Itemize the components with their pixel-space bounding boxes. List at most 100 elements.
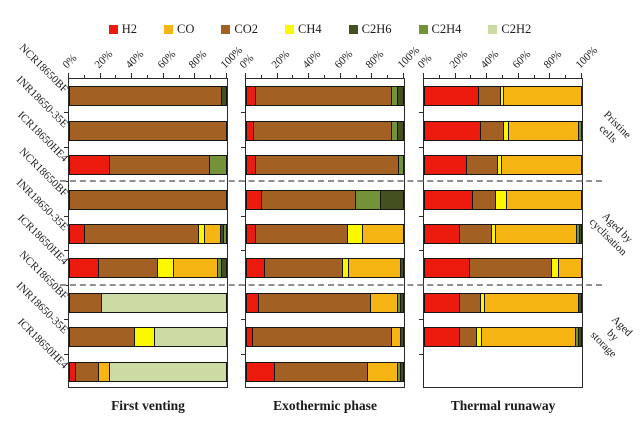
group-label-1: Aged by cyclisation <box>586 210 635 259</box>
x-major-tick <box>339 73 341 78</box>
bar-NCR18650BF <box>246 189 404 210</box>
bar-segment-C2H4 <box>390 121 397 140</box>
bar-segment-CO2 <box>251 328 391 347</box>
bar-segment-CO2 <box>465 156 497 175</box>
legend-label-C2H2: C2H2 <box>501 22 532 36</box>
bar-segment-H2 <box>70 156 109 175</box>
legend-swatch-C2H6-icon <box>348 25 358 34</box>
legend-label-CH4: CH4 <box>298 22 322 36</box>
bar-INR18650-35E <box>69 120 227 141</box>
bar-segment-CO2 <box>70 293 102 312</box>
group-label-0: Pristine cells <box>596 108 634 146</box>
bar-segment-C2H6 <box>577 328 581 347</box>
bar-ICR18650HE4 <box>424 258 582 279</box>
legend-swatch-CO-icon <box>164 25 174 34</box>
x-minor-tick <box>355 75 357 78</box>
bar-segment-CH4 <box>499 87 503 106</box>
bar-segment-CO2 <box>98 259 158 278</box>
panel-title: Thermal runaway <box>450 398 556 413</box>
bar-segment-H2 <box>425 293 460 312</box>
bar-segment-CO <box>367 362 397 381</box>
bar-segment-CO2 <box>459 293 480 312</box>
x-minor-tick <box>502 75 503 78</box>
bar-ICR18650HE4 <box>69 361 227 382</box>
bar-segment-CO <box>502 87 581 106</box>
bar-segment-CH4 <box>157 259 173 278</box>
bar-segment-C2H6 <box>577 293 581 312</box>
x-tick-label: 20% <box>92 48 115 71</box>
bar-NCR18650BF <box>246 86 404 107</box>
bar-NCR18650BF <box>246 292 404 313</box>
bar-segment-CO <box>348 259 400 278</box>
x-tick-label: 100% <box>573 44 601 71</box>
bar-segment-CO2 <box>479 121 503 140</box>
bar-segment-CO2 <box>254 87 391 106</box>
bar-segment-H2 <box>247 87 255 106</box>
x-tick-label: 40% <box>478 48 502 71</box>
y-tick <box>64 216 68 217</box>
legend-item-CO2: CO2 <box>221 22 258 37</box>
legend-item-C2H4: C2H4 <box>418 22 462 37</box>
x-minor-tick <box>324 75 325 78</box>
bar-segment-C2H6 <box>396 121 403 140</box>
x-minor-tick <box>438 75 440 78</box>
legend-swatch-CH4-icon <box>285 25 295 34</box>
panel-exothermic-phase: 0% 20% 40% 60% 80% 100% <box>238 44 422 388</box>
x-major-tick <box>245 73 246 78</box>
x-minor-tick <box>115 75 117 78</box>
y-tick <box>419 354 423 355</box>
bar-ICR18650HE4 <box>424 155 582 176</box>
x-major-tick <box>131 73 133 78</box>
bar-segment-CO2 <box>273 362 368 381</box>
legend-label-C2H4: C2H4 <box>431 22 462 36</box>
bar-segment-CO2 <box>109 156 209 175</box>
bar-segment-CH4 <box>496 156 502 175</box>
bar-segment-H2 <box>425 190 472 209</box>
bar-segment-C2H4 <box>574 328 578 347</box>
bar-segment-CO <box>557 259 581 278</box>
legend-label-C2H6: C2H6 <box>361 22 392 36</box>
bar-segment-CO <box>507 121 578 140</box>
x-tick-label: 20% <box>269 48 292 71</box>
y-tick <box>241 147 245 148</box>
x-major-tick <box>226 73 227 78</box>
x-tick-label: 80% <box>186 48 210 71</box>
bar-segment-CO2 <box>264 259 343 278</box>
bar-segment-CO2 <box>468 259 552 278</box>
legend-swatch-H2-icon <box>108 25 118 34</box>
bar-segment-H2 <box>70 259 99 278</box>
y-tick <box>64 147 68 148</box>
bar-NCR18650BF <box>424 86 582 107</box>
y-tick <box>241 319 245 320</box>
bar-segment-C2H4 <box>576 225 580 243</box>
bar-ICR18650HE4 <box>246 258 404 279</box>
bar-segment-CO <box>390 328 400 347</box>
x-minor-tick <box>470 75 472 78</box>
bar-NCR18650BF <box>69 86 227 107</box>
y-tick <box>419 112 423 113</box>
group-separator <box>60 180 602 183</box>
bar-segment-C2H4 <box>396 362 400 381</box>
bar-segment-CO2 <box>478 87 500 106</box>
x-major-tick <box>423 73 424 78</box>
bar-segment-H2 <box>425 259 469 278</box>
bar-INR18650-35E <box>424 327 582 348</box>
bar-segment-H2 <box>247 259 265 278</box>
bar-segment-H2 <box>425 121 480 140</box>
bar-segment-C2H6 <box>221 87 226 106</box>
y-tick <box>241 354 245 355</box>
bar-INR18650-35E <box>69 224 227 244</box>
x-tick-label: 20% <box>447 48 470 71</box>
x-minor-tick <box>83 75 85 78</box>
bar-INR18650-35E <box>424 120 582 141</box>
legend-swatch-C2H4-icon <box>418 25 428 34</box>
bar-segment-CO2 <box>459 328 477 347</box>
bar-INR18650-35E <box>246 327 404 348</box>
y-tick <box>241 250 245 251</box>
bar-segment-C2H6 <box>399 259 403 278</box>
y-tick <box>241 216 245 217</box>
bar-segment-H2 <box>247 293 258 312</box>
bar-segment-H2 <box>247 121 254 140</box>
bar-segment-CH4 <box>346 225 363 243</box>
